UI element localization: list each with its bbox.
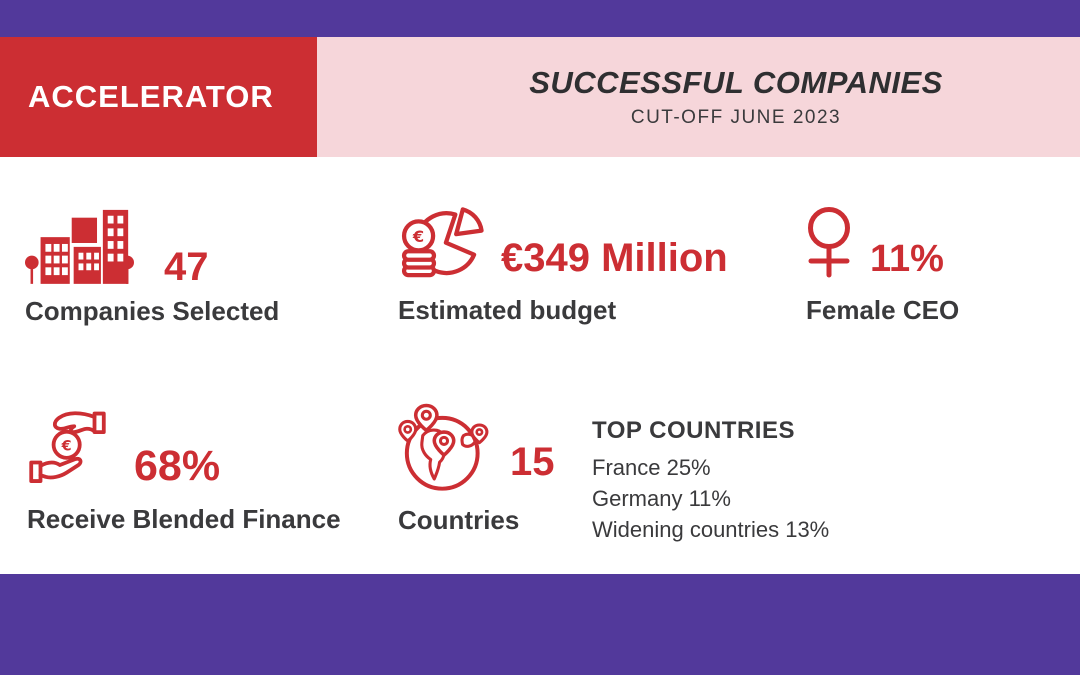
top-countries-block: TOP COUNTRIES France 25% Germany 11% Wid… (592, 417, 829, 545)
stat-value: 68% (134, 442, 221, 490)
top-countries-item: Germany 11% (592, 486, 731, 511)
top-countries-heading: TOP COUNTRIES (592, 417, 795, 444)
stat-value: €349 Million (501, 236, 728, 280)
footer-purple-bar: European Innovation Council ★ ★ ★ ★ ★ ★ … (0, 574, 1080, 675)
stat-blended-finance: € 68% Receive Blended Finance (27, 410, 341, 534)
stat-female-ceo: 11% Female CEO (806, 207, 959, 325)
globe-pins-icon (398, 403, 489, 491)
stat-label: Female CEO (806, 295, 960, 325)
infographic-title: SUCCESSFUL COMPANIES (529, 65, 943, 100)
stat-value: 11% (870, 238, 944, 280)
svg-text:€: € (61, 438, 72, 454)
buildings-icon (25, 209, 134, 284)
top-countries-item: Widening countries 13% (592, 517, 830, 542)
infographic-subtitle: CUT-OFF JUNE 2023 (630, 107, 842, 128)
stat-label: Estimated budget (398, 295, 617, 325)
hands-euro-coin-icon: € (29, 411, 106, 483)
top-purple-bar (0, 0, 1080, 37)
top-countries-item: France 25% (592, 455, 711, 480)
female-symbol-icon (808, 207, 850, 278)
stat-label: Companies Selected (25, 296, 280, 326)
program-title: ACCELERATOR (28, 79, 274, 114)
stat-label: Countries (398, 505, 520, 535)
stat-value: 15 (510, 440, 555, 484)
header-band: ACCELERATOR SUCCESSFUL COMPANIES CUT-OFF… (0, 37, 1080, 157)
svg-text:€: € (412, 227, 424, 246)
pie-chart-euro-icon: € (401, 207, 484, 278)
stat-label: Receive Blended Finance (27, 504, 341, 534)
stat-companies-selected: 47 Companies Selected (25, 198, 279, 326)
stat-value: 47 (164, 245, 209, 289)
header-title-panel: SUCCESSFUL COMPANIES CUT-OFF JUNE 2023 (317, 37, 1080, 157)
stat-countries: 15 Countries (398, 402, 555, 535)
accelerator-banner: ACCELERATOR (0, 37, 317, 157)
stat-estimated-budget: € €349 Million Estimated budget (398, 200, 728, 325)
